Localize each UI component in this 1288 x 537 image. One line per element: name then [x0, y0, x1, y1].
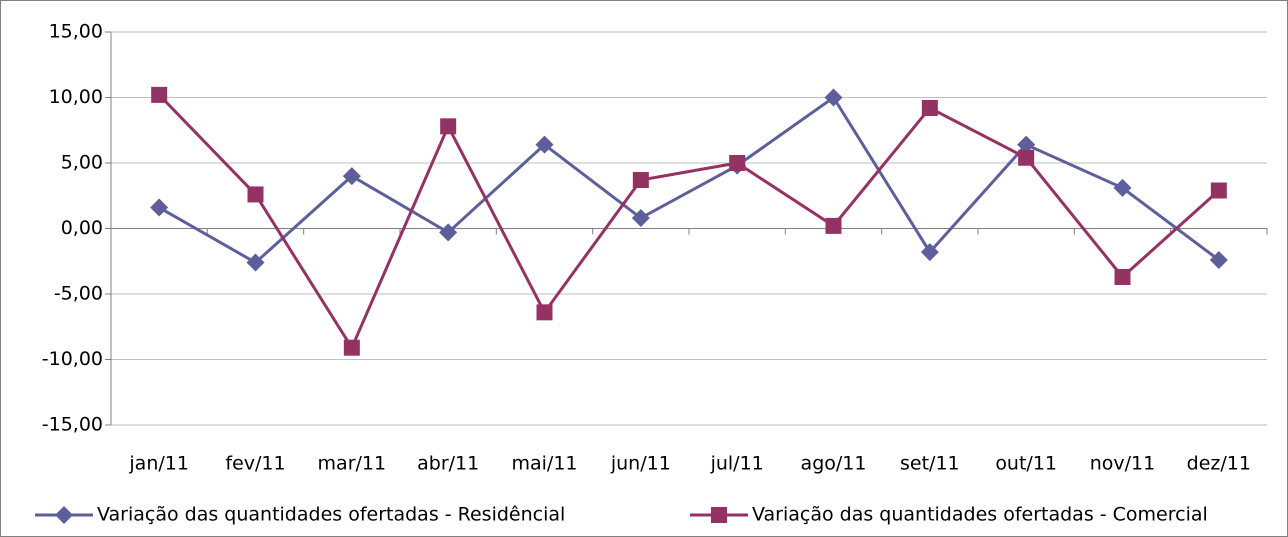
marker	[1113, 178, 1132, 197]
y-tick-label: 5,00	[61, 152, 103, 174]
x-tick-label: mai/11	[511, 453, 577, 475]
series-line	[158, 95, 1220, 265]
marker	[1114, 268, 1131, 285]
marker	[342, 167, 361, 186]
marker	[536, 304, 553, 321]
marker	[247, 186, 264, 203]
x-tick-label: dez/11	[1187, 453, 1251, 475]
legend-label: Variação das quantidades ofertadas - Com…	[752, 504, 1208, 526]
marker	[1017, 135, 1036, 154]
x-tick-label: jan/11	[128, 453, 189, 475]
x-tick-label: jun/11	[610, 453, 671, 475]
x-tick-label: nov/11	[1090, 453, 1156, 475]
marker	[631, 209, 650, 228]
marker	[729, 155, 746, 171]
marker	[632, 172, 649, 189]
x-tick-label: abr/11	[417, 453, 479, 475]
y-tick-label: -10,00	[42, 348, 103, 370]
legend-label: Variação das quantidades ofertadas - Res…	[97, 504, 565, 526]
marker	[246, 253, 265, 272]
y-tick-label: 10,00	[49, 86, 103, 108]
y-tick-label: 0,00	[61, 217, 103, 239]
marker	[920, 243, 939, 262]
x-tick-label: fev/11	[225, 453, 285, 475]
marker	[343, 339, 360, 356]
marker	[55, 506, 73, 524]
y-tick-label: 15,00	[49, 21, 103, 43]
marker	[921, 99, 938, 116]
x-tick-label: jul/11	[710, 453, 764, 475]
y-tick-label: -15,00	[42, 414, 103, 436]
series-line	[158, 93, 1220, 351]
marker	[825, 217, 842, 234]
x-tick-label: out/11	[995, 453, 1057, 475]
marker	[151, 86, 168, 103]
marker	[150, 198, 169, 217]
x-tick-label: mar/11	[318, 453, 387, 475]
marker	[1018, 149, 1035, 166]
marker	[439, 223, 458, 242]
x-tick-label: ago/11	[801, 453, 867, 475]
marker	[440, 118, 457, 135]
x-tick-label: set/11	[900, 453, 960, 475]
marker	[711, 507, 727, 523]
marker	[1209, 250, 1228, 269]
marker	[824, 88, 843, 107]
y-tick-label: -5,00	[54, 283, 103, 305]
marker	[1210, 182, 1227, 199]
marker	[535, 135, 554, 154]
